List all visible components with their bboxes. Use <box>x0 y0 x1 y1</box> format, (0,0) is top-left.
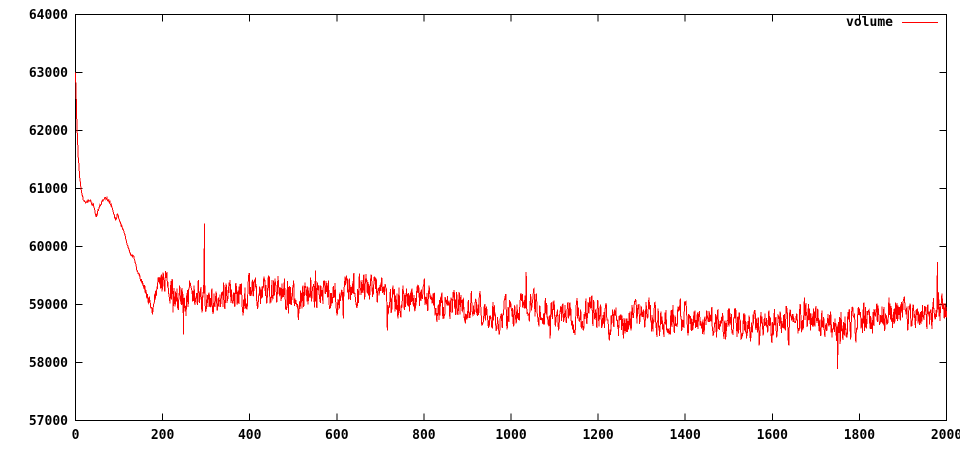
legend-sample-line <box>902 22 938 23</box>
legend: volume <box>846 15 938 30</box>
volume-series-line <box>75 72 947 369</box>
plot-border <box>75 14 947 421</box>
axis-tick-marks <box>75 14 947 421</box>
legend-series-label: volume <box>846 15 893 30</box>
